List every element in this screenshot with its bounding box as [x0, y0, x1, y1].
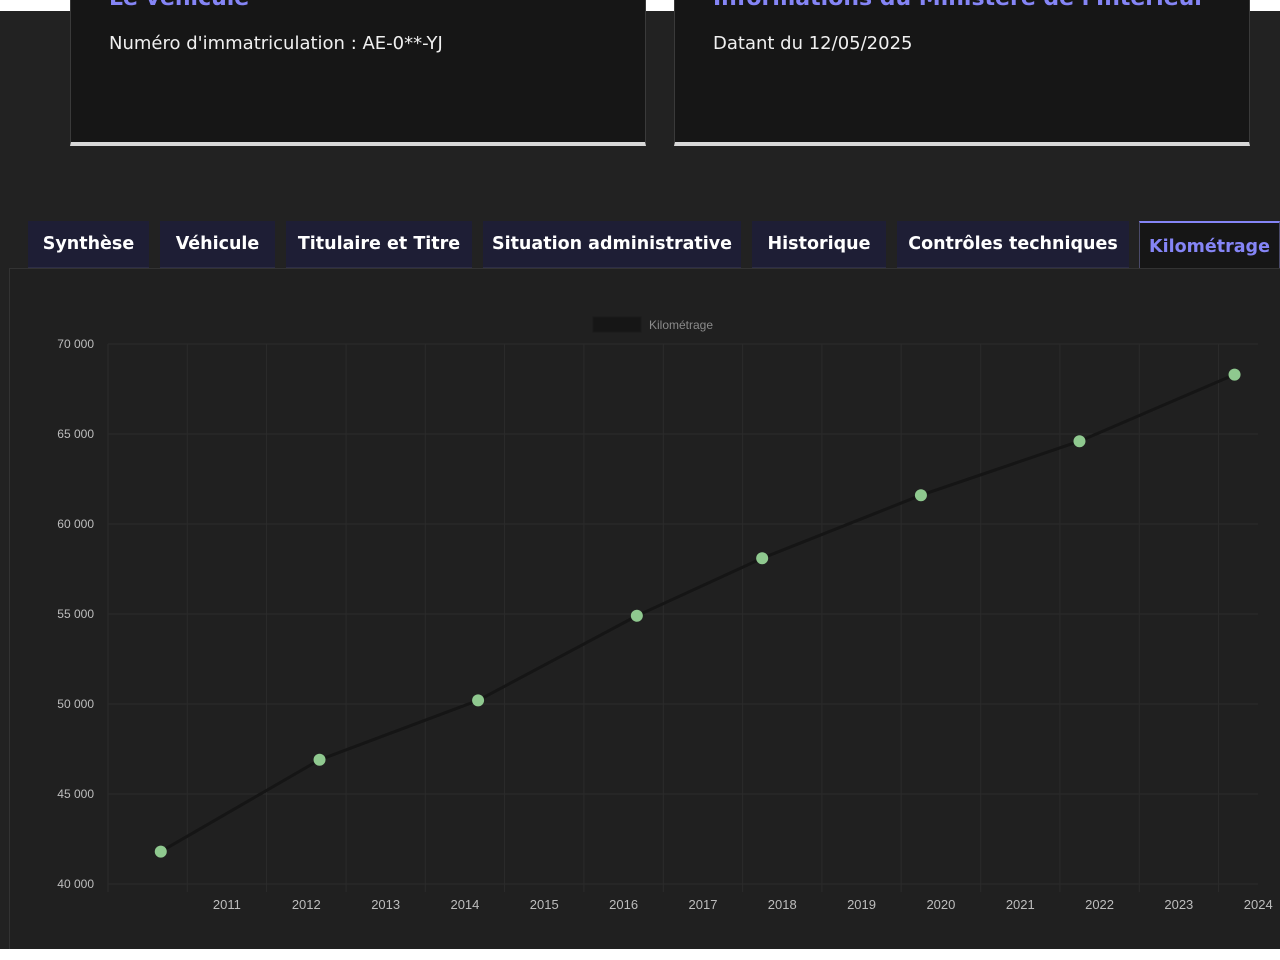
tab-historique[interactable]: Historique	[752, 221, 886, 268]
legend[interactable]: Kilométrage	[592, 316, 713, 333]
x-tick-label: 2021	[1006, 897, 1035, 912]
x-tick-label: 2014	[450, 897, 479, 912]
x-tick-label: 2022	[1085, 897, 1114, 912]
grid	[107, 343, 1258, 892]
axes: 40 000 45 000 50 000 55 000 60 000 65 000 70 0…	[57, 337, 1272, 912]
data-date: Datant du 12/05/2025	[713, 33, 913, 54]
x-tick-label: 2013	[371, 897, 400, 912]
x-tick-label: 2015	[530, 897, 559, 912]
tab-vehicule[interactable]: Véhicule	[160, 221, 275, 268]
x-tick-label: 2011	[213, 897, 241, 912]
data-point	[756, 552, 769, 565]
tab-controles-techniques[interactable]: Contrôles techniques	[897, 221, 1129, 268]
x-tick-label: 2016	[609, 897, 638, 912]
y-tick-label: 60 000	[57, 517, 94, 531]
data-point	[1228, 368, 1241, 381]
tab-titulaire-et-titre[interactable]: Titulaire et Titre	[286, 221, 472, 268]
legend-swatch	[592, 316, 642, 333]
x-tick-label: 2024	[1244, 897, 1273, 912]
y-tick-label: 40 000	[57, 877, 94, 891]
data-point	[313, 753, 326, 766]
data-point	[154, 845, 167, 858]
data-point	[1073, 435, 1086, 448]
mileage-chart: Kilométrage 40 000 45 000 50 000 55 000 60 0…	[57, 316, 1273, 912]
kilometrage-panel: Kilométrage 40 000 45 000 50 000 55 000 60 0…	[9, 268, 1280, 949]
y-tick-label: 70 000	[57, 337, 94, 351]
x-tick-label: 2012	[292, 897, 321, 912]
x-tick-label: 2020	[926, 897, 955, 912]
tab-kilometrage[interactable]: Kilométrage	[1139, 221, 1280, 270]
ministry-card-title: Informations du Ministère de l'Intérieur	[713, 0, 1205, 11]
tab-synthese[interactable]: Synthèse	[28, 221, 149, 268]
series-line	[160, 373, 1236, 853]
ministry-card: Informations du Ministère de l'Intérieur…	[674, 0, 1250, 146]
x-tick-label: 2019	[847, 897, 876, 912]
legend-label: Kilométrage	[649, 318, 713, 332]
data-point	[472, 694, 485, 707]
registration-number: Numéro d'immatriculation : AE-0**-YJ	[109, 33, 443, 54]
series	[154, 368, 1241, 858]
data-point	[630, 609, 643, 622]
bottom-strip	[0, 949, 1280, 960]
y-tick-label: 65 000	[57, 427, 94, 441]
tab-situation-administrative[interactable]: Situation administrative	[483, 221, 741, 268]
vehicle-card-title: Le véhicule	[109, 0, 249, 11]
data-point	[914, 489, 927, 502]
y-tick-label: 55 000	[57, 607, 94, 621]
x-tick-label: 2023	[1164, 897, 1193, 912]
y-tick-label: 50 000	[57, 697, 94, 711]
y-tick-label: 45 000	[57, 787, 94, 801]
x-tick-label: 2018	[768, 897, 797, 912]
vehicle-card: Le véhicule Numéro d'immatriculation : A…	[70, 0, 646, 146]
x-tick-label: 2017	[689, 897, 718, 912]
